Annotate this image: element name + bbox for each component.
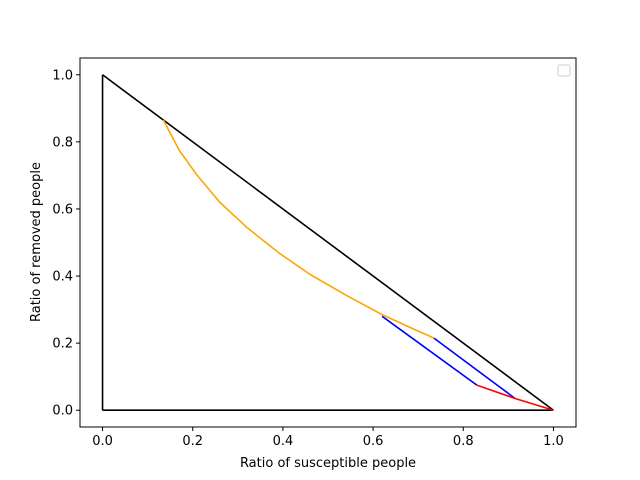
y-axis-label: Ratio of removed people	[29, 162, 44, 322]
y-axis-ticks: 0.0 0.2 0.4 0.6 0.8 1.0	[52, 68, 80, 419]
x-axis-label: Ratio of susceptible people	[240, 456, 416, 471]
y-tick-label: 0.0	[52, 404, 73, 419]
y-tick-label: 0.8	[52, 135, 73, 150]
series-line-2	[102, 74, 554, 411]
series-line-3	[162, 119, 435, 339]
x-tick-label: 0.4	[273, 434, 294, 449]
x-tick-label: 1.0	[543, 434, 564, 449]
y-tick-label: 0.6	[52, 202, 73, 217]
series-line-4	[381, 315, 478, 386]
series-layer	[101, 74, 554, 412]
x-tick-label: 0.6	[363, 434, 384, 449]
series-line-5	[433, 337, 516, 400]
y-tick-label: 0.4	[52, 270, 73, 285]
x-tick-label: 0.2	[182, 434, 203, 449]
plot-area: 0.0 0.2 0.4 0.6 0.8 1.0 0.0 0.2 0.4 0.6 0.8 1.0	[52, 57, 577, 449]
series-line-6	[476, 384, 554, 411]
legend-box	[557, 64, 571, 77]
y-tick-label: 1.0	[52, 68, 73, 83]
x-axis-ticks: 0.0 0.2 0.4 0.6 0.8 1.0	[92, 427, 564, 449]
y-tick-label: 0.2	[52, 337, 73, 352]
x-tick-label: 0.8	[453, 434, 474, 449]
x-tick-label: 0.0	[92, 434, 113, 449]
